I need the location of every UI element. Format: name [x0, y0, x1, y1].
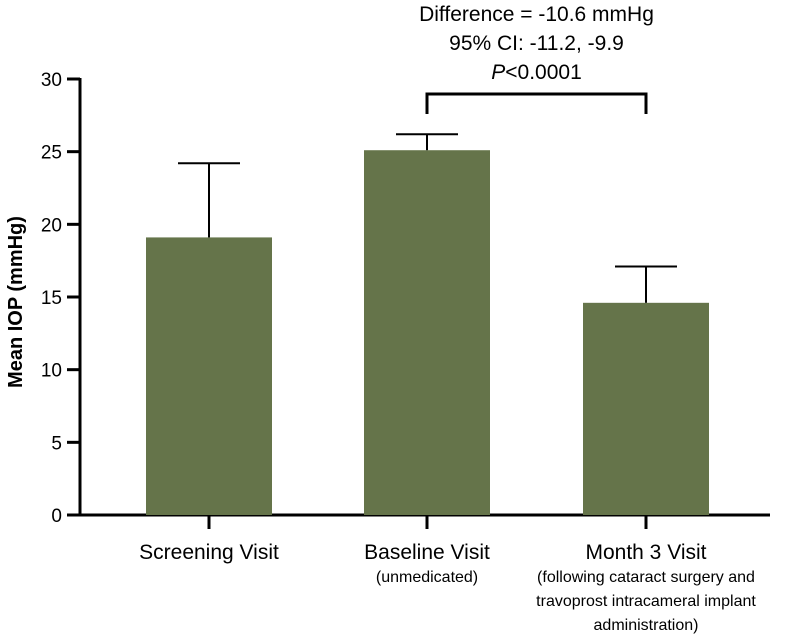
y-tick-label-15: 15 [41, 288, 62, 309]
confidence-interval-label: 95% CI: -11.2, -9.9 [449, 32, 624, 55]
labels: Screening Visit Baseline Visit (unmedicate… [5, 216, 756, 634]
p-value-number: <0.0001 [505, 61, 582, 84]
category-label-3: Month 3 Visit [585, 541, 706, 564]
category-sublabel-3-1: (following cataract surgery and [537, 569, 755, 586]
significance-bracket [425, 92, 648, 114]
significance-annotation: Difference = -10.6 mmHg 95% CI: -11.2, -9… [419, 3, 654, 114]
p-value-prefix: P [491, 61, 505, 84]
y-axis-title: Mean IOP (mmHg) [5, 216, 27, 388]
category-label-2: Baseline Visit [364, 541, 490, 564]
category-sublabel-3-3: administration) [594, 617, 699, 634]
difference-label: Difference = -10.6 mmHg [419, 3, 654, 26]
bar-1 [146, 237, 272, 515]
category-sublabel-2-1: (unmedicated) [376, 569, 478, 586]
bar-2 [364, 150, 490, 516]
bars [146, 133, 709, 516]
y-tick-label-25: 25 [41, 143, 62, 164]
p-value-label: P<0.0001 [491, 61, 582, 84]
category-sublabel-3-2: travoprost intracameral implant [536, 593, 756, 610]
y-tick-label-5: 5 [51, 433, 62, 454]
y-tick-label-20: 20 [41, 215, 62, 236]
y-tick-label-30: 30 [41, 70, 62, 91]
bar-3 [583, 302, 709, 515]
y-tick-label-10: 10 [41, 361, 62, 382]
category-label-1: Screening Visit [139, 541, 279, 564]
y-tick-label-0: 0 [51, 506, 62, 527]
